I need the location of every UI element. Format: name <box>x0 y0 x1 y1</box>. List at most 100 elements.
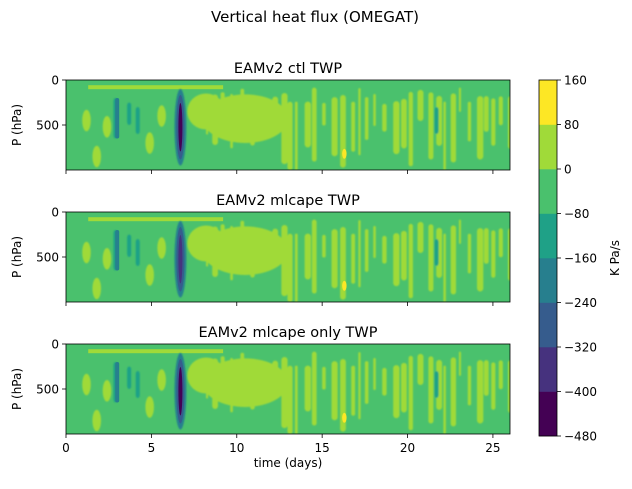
positive-cell <box>507 96 510 149</box>
positive-cell <box>393 101 400 155</box>
positive-cell <box>82 241 91 264</box>
negative-column <box>115 98 120 139</box>
positive-region <box>187 225 225 262</box>
positive-cell <box>408 355 413 431</box>
positive-cell <box>428 92 434 160</box>
panel-2: EAMv2 mlcape only TWP P (hPa) 0 500 0 5 10 15 20… <box>10 325 511 470</box>
positive-cell <box>417 221 424 253</box>
positive-cell <box>483 228 489 264</box>
positive-cell <box>401 230 407 281</box>
y-tick-label: 500 <box>36 119 59 133</box>
positive-cell <box>364 361 369 404</box>
x-axis-label: time (days) <box>254 456 323 470</box>
panel-title: EAMv2 ctl TWP <box>234 61 342 77</box>
positive-cell <box>467 101 472 142</box>
positive-cell <box>351 365 356 416</box>
negative-column <box>115 230 120 271</box>
positive-cell <box>373 94 376 126</box>
positive-max <box>342 412 347 423</box>
colorbar-tick-label: 0 <box>564 163 572 177</box>
colorbar-tick-label: −80 <box>564 207 589 221</box>
colorbar-tick-label: −480 <box>564 430 597 444</box>
figure-title: Vertical heat flux (OMEGAT) <box>211 8 419 26</box>
positive-cell <box>450 93 457 163</box>
positive-cell <box>157 105 166 127</box>
colorbar-tick-label: −240 <box>564 296 597 310</box>
colorbar-segment <box>539 391 557 437</box>
positive-cell <box>401 362 407 413</box>
positive-cell <box>331 361 338 421</box>
y-axis-label: P (hPa) <box>10 104 24 146</box>
colorbar-segment <box>539 80 557 125</box>
positive-cell <box>331 97 338 157</box>
positive-cell <box>428 356 434 424</box>
colorbar-segment <box>539 302 557 348</box>
negative-cell <box>127 366 132 389</box>
y-tick-label: 0 <box>51 338 59 352</box>
positive-cell <box>92 409 102 432</box>
x-tick-label: 25 <box>485 441 500 455</box>
positive-cell <box>477 96 484 160</box>
positive-cell <box>157 237 166 259</box>
negative-core <box>178 367 183 416</box>
contour-field <box>66 212 510 302</box>
y-tick-label: 500 <box>36 383 59 397</box>
positive-cell <box>331 229 338 289</box>
positive-cell <box>467 365 472 406</box>
positive-cell <box>417 89 424 121</box>
contour-blobs <box>82 351 510 434</box>
positive-cell <box>304 101 311 148</box>
positive-cell <box>294 233 298 302</box>
positive-cell <box>287 101 293 170</box>
positive-cell <box>351 101 356 152</box>
positive-cell <box>92 145 102 168</box>
contour-blobs <box>82 219 510 302</box>
positive-band <box>88 349 224 354</box>
y-tick-label: 500 <box>36 251 59 265</box>
negative-cell <box>135 239 140 266</box>
positive-band <box>88 85 224 90</box>
positive-max <box>342 148 347 159</box>
positive-cell <box>458 87 461 112</box>
positive-cell <box>294 101 298 170</box>
positive-cell <box>304 233 311 280</box>
negative-cell <box>434 107 439 134</box>
positive-cell <box>443 365 446 434</box>
negative-core <box>178 235 183 284</box>
positive-cell <box>498 360 503 390</box>
colorbar-tick-label: 160 <box>564 74 587 88</box>
panel-title: EAMv2 mlcape only TWP <box>199 325 378 341</box>
positive-cell <box>491 230 496 278</box>
negative-cell <box>135 107 140 134</box>
positive-cell <box>102 116 112 138</box>
positive-cell <box>450 225 457 295</box>
positive-cell <box>92 277 102 300</box>
positive-cell <box>507 360 510 413</box>
positive-cell <box>498 96 503 126</box>
panel-1: EAMv2 mlcape TWP P (hPa) 0 500 <box>10 193 511 306</box>
positive-cell <box>145 396 154 418</box>
contour-field <box>66 80 510 170</box>
panel-title: EAMv2 mlcape TWP <box>216 193 360 209</box>
negative-core <box>178 103 183 152</box>
y-axis-label: P (hPa) <box>10 368 24 410</box>
positive-cell <box>491 362 496 410</box>
positive-cell <box>477 360 484 424</box>
colorbar-tick-label: 80 <box>564 118 579 132</box>
positive-cell <box>373 358 376 390</box>
negative-cell <box>434 239 439 266</box>
positive-cell <box>458 219 461 244</box>
y-tick-label: 0 <box>51 206 59 220</box>
positive-cell <box>311 351 317 426</box>
x-tick-label: 0 <box>62 441 70 455</box>
positive-cell <box>507 228 510 281</box>
x-tick-label: 5 <box>148 441 156 455</box>
positive-cell <box>408 91 413 167</box>
contour-blobs <box>82 87 510 170</box>
positive-cell <box>102 380 112 402</box>
positive-cell <box>393 365 400 419</box>
positive-cell <box>373 226 376 258</box>
negative-cell <box>434 371 439 398</box>
positive-region <box>187 93 225 130</box>
